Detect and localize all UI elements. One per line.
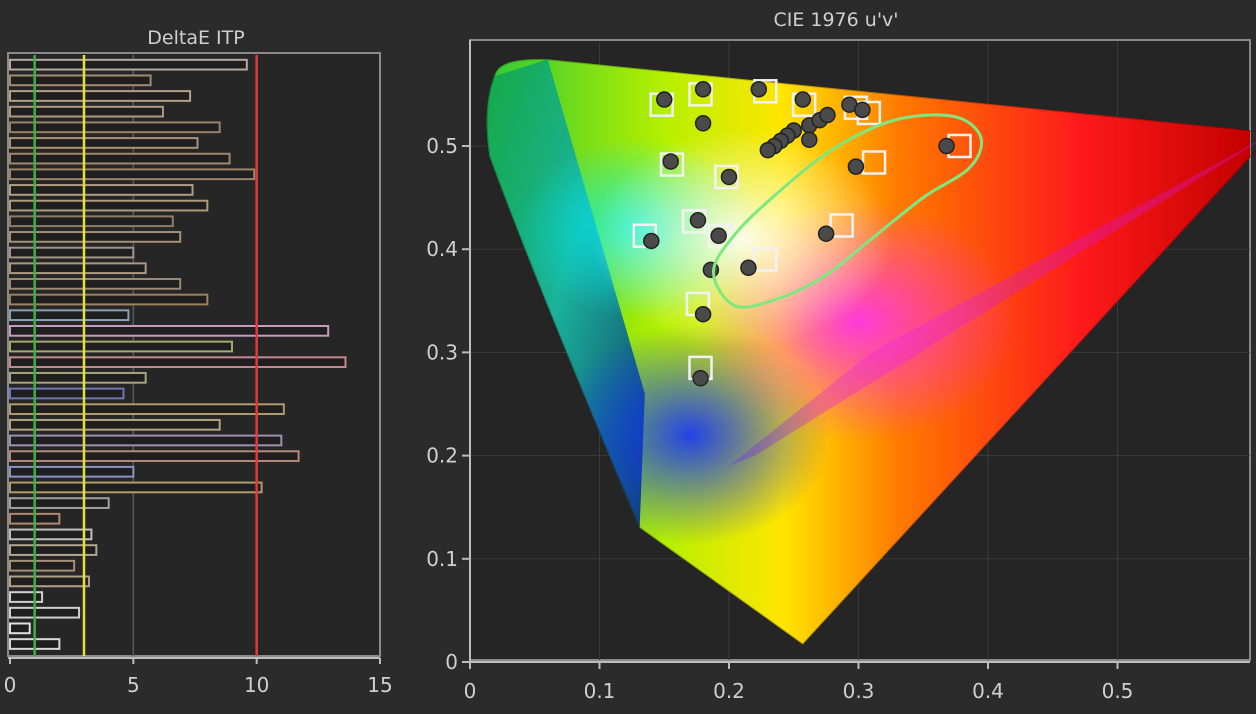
measured-point <box>692 369 709 387</box>
measured-point <box>801 131 818 149</box>
deltae-bar <box>9 575 90 588</box>
deltae-bar <box>9 418 221 431</box>
deltae-bar <box>9 309 130 322</box>
deltae-bar <box>9 465 135 478</box>
cie-x-tick-label: 0 <box>464 679 477 703</box>
deltae-bar <box>9 606 81 619</box>
cie-y-tick-label: 0 <box>445 650 458 674</box>
measured-markers <box>643 80 955 387</box>
target-square <box>829 213 854 238</box>
deltae-bar <box>9 184 194 196</box>
measured-point <box>817 225 835 242</box>
target-square <box>707 223 733 249</box>
cie-y-tick-labels: 0 0.1 0.2 0.3 0.4 0.5 <box>426 134 470 674</box>
cie-chart: CIE 1976 u'v' 0 0.1 0.2 0.3 0.4 0.5 0 0.1 0.2 0.… <box>426 9 1256 703</box>
deltae-bar <box>9 371 147 384</box>
deltae-tick-label: 0 <box>4 673 17 697</box>
target-square <box>753 247 778 272</box>
deltae-bar <box>9 58 248 71</box>
deltae-bar <box>9 215 174 228</box>
cie-y-tick-label: 0.3 <box>426 340 458 364</box>
measured-point <box>694 80 712 98</box>
deltae-chart-title: DeltaE ITP <box>147 27 244 49</box>
cie-x-tick-label: 0.4 <box>972 679 1004 703</box>
deltae-bar <box>9 231 182 243</box>
measured-point <box>819 106 836 124</box>
deltae-bar <box>9 528 93 541</box>
cie-y-tick-label: 0.5 <box>426 134 458 158</box>
deltae-reference-lines <box>33 55 258 656</box>
deltae-bar <box>9 325 330 337</box>
cie-x-tick-label: 0.3 <box>843 679 875 703</box>
measured-point <box>643 232 660 250</box>
deltae-x-tick-labels: 0 5 10 15 <box>4 658 393 697</box>
deltae-bar <box>9 199 209 212</box>
deltae-bar <box>9 434 283 447</box>
measured-point <box>694 305 712 323</box>
cie-x-tick-label: 0.5 <box>1102 679 1134 703</box>
deltae-bar <box>9 481 263 494</box>
deltae-bar <box>9 90 192 102</box>
target-square <box>714 164 739 190</box>
measured-point <box>662 153 679 170</box>
deltae-bar <box>9 293 209 306</box>
cie-y-tick-label: 0.1 <box>426 547 458 571</box>
cie-y-tick-label: 0.2 <box>426 444 458 468</box>
measured-point <box>689 212 707 229</box>
deltae-bar <box>9 340 233 353</box>
cie-x-tick-labels: 0 0.1 0.2 0.3 0.4 0.5 <box>464 662 1134 703</box>
deltae-bar <box>9 387 125 400</box>
deltae-bar <box>9 403 285 416</box>
annotation-loop <box>711 113 984 309</box>
deltae-bar <box>9 497 110 509</box>
deltae-bar <box>9 262 147 275</box>
deltae-tick-label: 5 <box>127 673 140 697</box>
measured-point <box>759 141 777 159</box>
measured-point <box>710 227 727 245</box>
measured-point <box>750 80 768 98</box>
deltae-bar <box>9 74 152 87</box>
deltae-chart: DeltaE ITP 0 5 10 15 <box>4 27 393 697</box>
deltae-tick-label: 15 <box>367 673 392 697</box>
deltae-bar <box>9 559 76 572</box>
deltae-bar <box>9 246 135 259</box>
deltae-bar <box>9 591 44 603</box>
deltae-bar <box>9 168 256 181</box>
deltae-bar <box>9 356 347 369</box>
deltae-tick-label: 10 <box>244 673 269 697</box>
cie-x-tick-label: 0.2 <box>713 679 745 703</box>
deltae-bar <box>9 152 231 165</box>
measured-point <box>740 259 757 277</box>
measured-point <box>854 101 871 119</box>
measured-point <box>794 91 812 108</box>
cie-y-tick-label: 0.4 <box>426 237 458 261</box>
deltae-bar <box>9 121 221 134</box>
deltae-bar <box>9 622 31 635</box>
deltae-bar <box>9 544 98 556</box>
deltae-bar <box>9 278 182 290</box>
cie-x-tick-label: 0.1 <box>584 679 616 703</box>
measured-point <box>656 91 673 108</box>
cie-chart-title: CIE 1976 u'v' <box>773 9 898 31</box>
deltae-bars <box>9 58 347 650</box>
measured-point <box>720 168 738 186</box>
deltae-bar <box>9 105 164 118</box>
measured-point <box>938 137 955 155</box>
deltae-bar <box>9 450 300 462</box>
measured-point <box>847 158 865 175</box>
measured-point <box>694 115 712 132</box>
deltae-bar <box>9 137 199 149</box>
